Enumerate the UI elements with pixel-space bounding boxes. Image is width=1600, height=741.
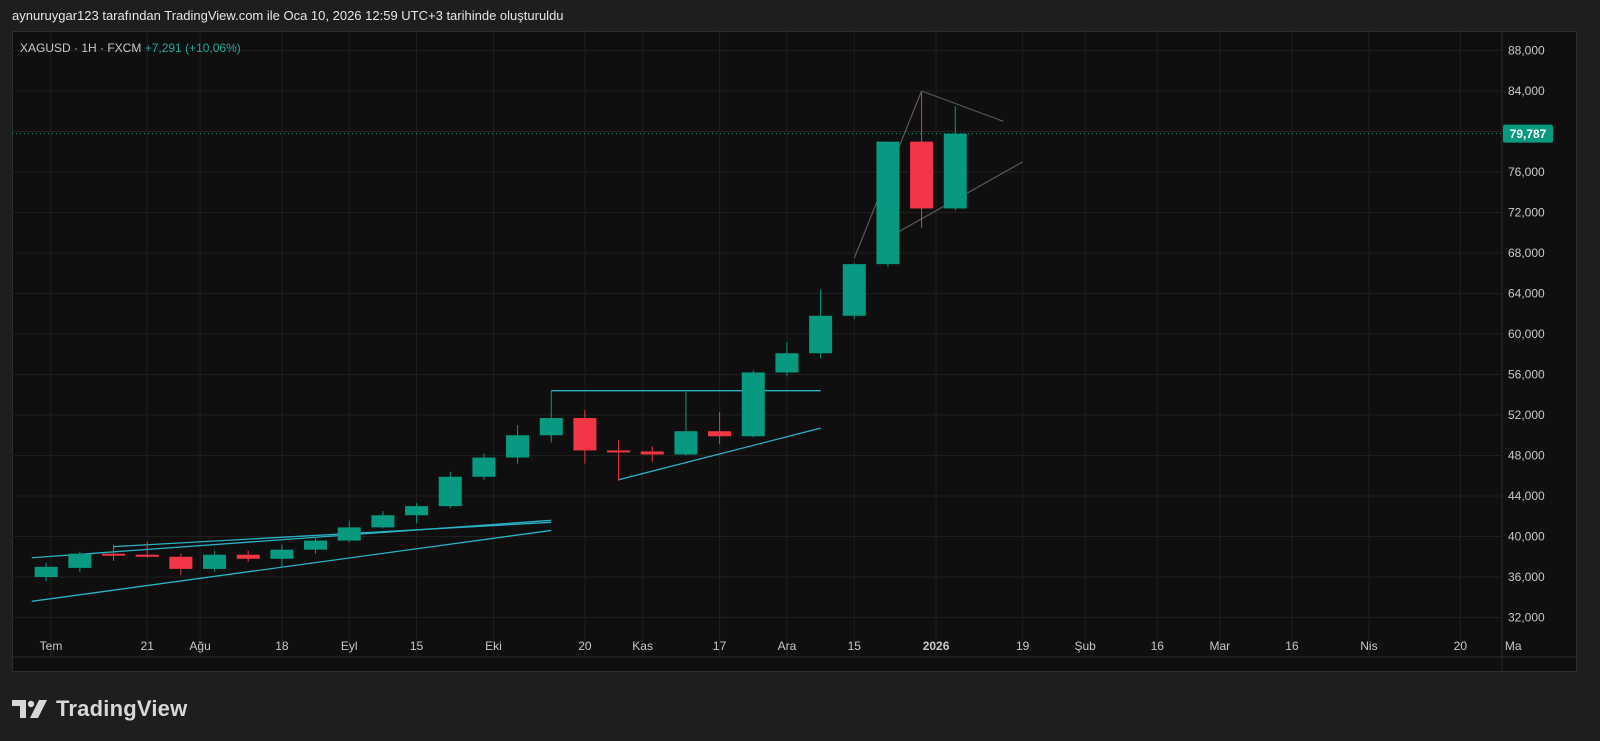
brand-name: TradingView bbox=[56, 696, 188, 721]
candle-body bbox=[607, 450, 631, 453]
price-tick-label: 44,000 bbox=[1508, 489, 1545, 503]
candle-body bbox=[169, 556, 193, 569]
time-tick-label: 17 bbox=[713, 639, 727, 653]
last-price-badge bbox=[1503, 124, 1553, 143]
price-tick-label: 64,000 bbox=[1508, 287, 1545, 301]
time-tick-label: 20 bbox=[578, 639, 592, 653]
time-tick-label: 21 bbox=[141, 639, 155, 653]
candle-body bbox=[270, 549, 294, 559]
candle-body bbox=[236, 554, 260, 559]
candle-body bbox=[640, 451, 664, 455]
time-tick-label: Ma bbox=[1505, 639, 1522, 653]
candle-body bbox=[304, 540, 328, 550]
candle-body bbox=[809, 315, 833, 354]
time-tick-label: 19 bbox=[1016, 639, 1030, 653]
candle-body bbox=[842, 264, 866, 316]
symbol-legend[interactable]: XAGUSD · 1H · FXCM +7,291 (+10,06%) bbox=[20, 41, 241, 55]
price-tick-label: 60,000 bbox=[1508, 327, 1545, 341]
time-tick-label: Ara bbox=[778, 639, 797, 653]
time-tick-label: Şub bbox=[1074, 639, 1096, 653]
trendline bbox=[113, 521, 552, 548]
price-tick-label: 48,000 bbox=[1508, 449, 1545, 463]
candle-body bbox=[943, 133, 967, 209]
time-tick-label: 16 bbox=[1285, 639, 1299, 653]
candle-body bbox=[102, 553, 126, 556]
tradingview-logo: TradingView bbox=[12, 696, 187, 722]
time-tick-label: 15 bbox=[410, 639, 424, 653]
candle-body bbox=[34, 566, 58, 577]
price-tick-label: 56,000 bbox=[1508, 368, 1545, 382]
candle-body bbox=[674, 431, 698, 455]
candle-body bbox=[539, 418, 563, 436]
time-tick-label: Tem bbox=[40, 639, 63, 653]
time-tick-label: 16 bbox=[1151, 639, 1165, 653]
price-tick-label: 84,000 bbox=[1508, 84, 1545, 98]
trendline bbox=[31, 529, 552, 602]
trendline bbox=[618, 427, 821, 481]
price-tick-label: 88,000 bbox=[1508, 44, 1545, 58]
candle-body bbox=[472, 457, 496, 477]
time-tick-label: Eki bbox=[485, 639, 502, 653]
chart-area[interactable] bbox=[12, 31, 1577, 672]
price-tick-label: 32,000 bbox=[1508, 611, 1545, 625]
candle-body bbox=[506, 435, 530, 458]
symbol-label: XAGUSD · 1H · FXCM bbox=[20, 41, 142, 55]
candle-body bbox=[68, 553, 92, 568]
candle-body bbox=[573, 418, 597, 451]
time-tick-label: Mar bbox=[1209, 639, 1230, 653]
price-tick-label: 76,000 bbox=[1508, 165, 1545, 179]
last-price-label: 79,787 bbox=[1510, 127, 1547, 141]
time-tick-label: 20 bbox=[1454, 639, 1468, 653]
time-tick-label: Nis bbox=[1360, 639, 1377, 653]
price-tick-label: 68,000 bbox=[1508, 246, 1545, 260]
attribution-header: aynuruygar123 tarafından TradingView.com… bbox=[12, 8, 564, 23]
candle-body bbox=[438, 476, 462, 507]
time-tick-label: 15 bbox=[848, 639, 862, 653]
candle-body bbox=[741, 372, 765, 437]
time-tick-label: Ağu bbox=[189, 639, 210, 653]
candle-body bbox=[775, 353, 799, 373]
price-tick-label: 40,000 bbox=[1508, 530, 1545, 544]
triangle-line bbox=[921, 90, 1004, 122]
candle-body bbox=[135, 554, 159, 557]
price-tick-label: 52,000 bbox=[1508, 408, 1545, 422]
candle-body bbox=[337, 527, 361, 541]
change-label: +7,291 (+10,06%) bbox=[144, 41, 241, 55]
candle-body bbox=[371, 515, 395, 528]
candle-body bbox=[405, 506, 429, 516]
time-tick-label: Eyl bbox=[341, 639, 358, 653]
tradingview-logo-icon bbox=[12, 700, 47, 718]
price-tick-label: 72,000 bbox=[1508, 206, 1545, 220]
candle-body bbox=[708, 431, 732, 437]
candle-body bbox=[876, 141, 900, 265]
price-tick-label: 36,000 bbox=[1508, 570, 1545, 584]
candle-body bbox=[910, 141, 934, 209]
time-tick-label: 2026 bbox=[923, 639, 950, 653]
candle-body bbox=[203, 554, 227, 569]
time-tick-label: Kas bbox=[632, 639, 653, 653]
time-tick-label: 18 bbox=[275, 639, 289, 653]
